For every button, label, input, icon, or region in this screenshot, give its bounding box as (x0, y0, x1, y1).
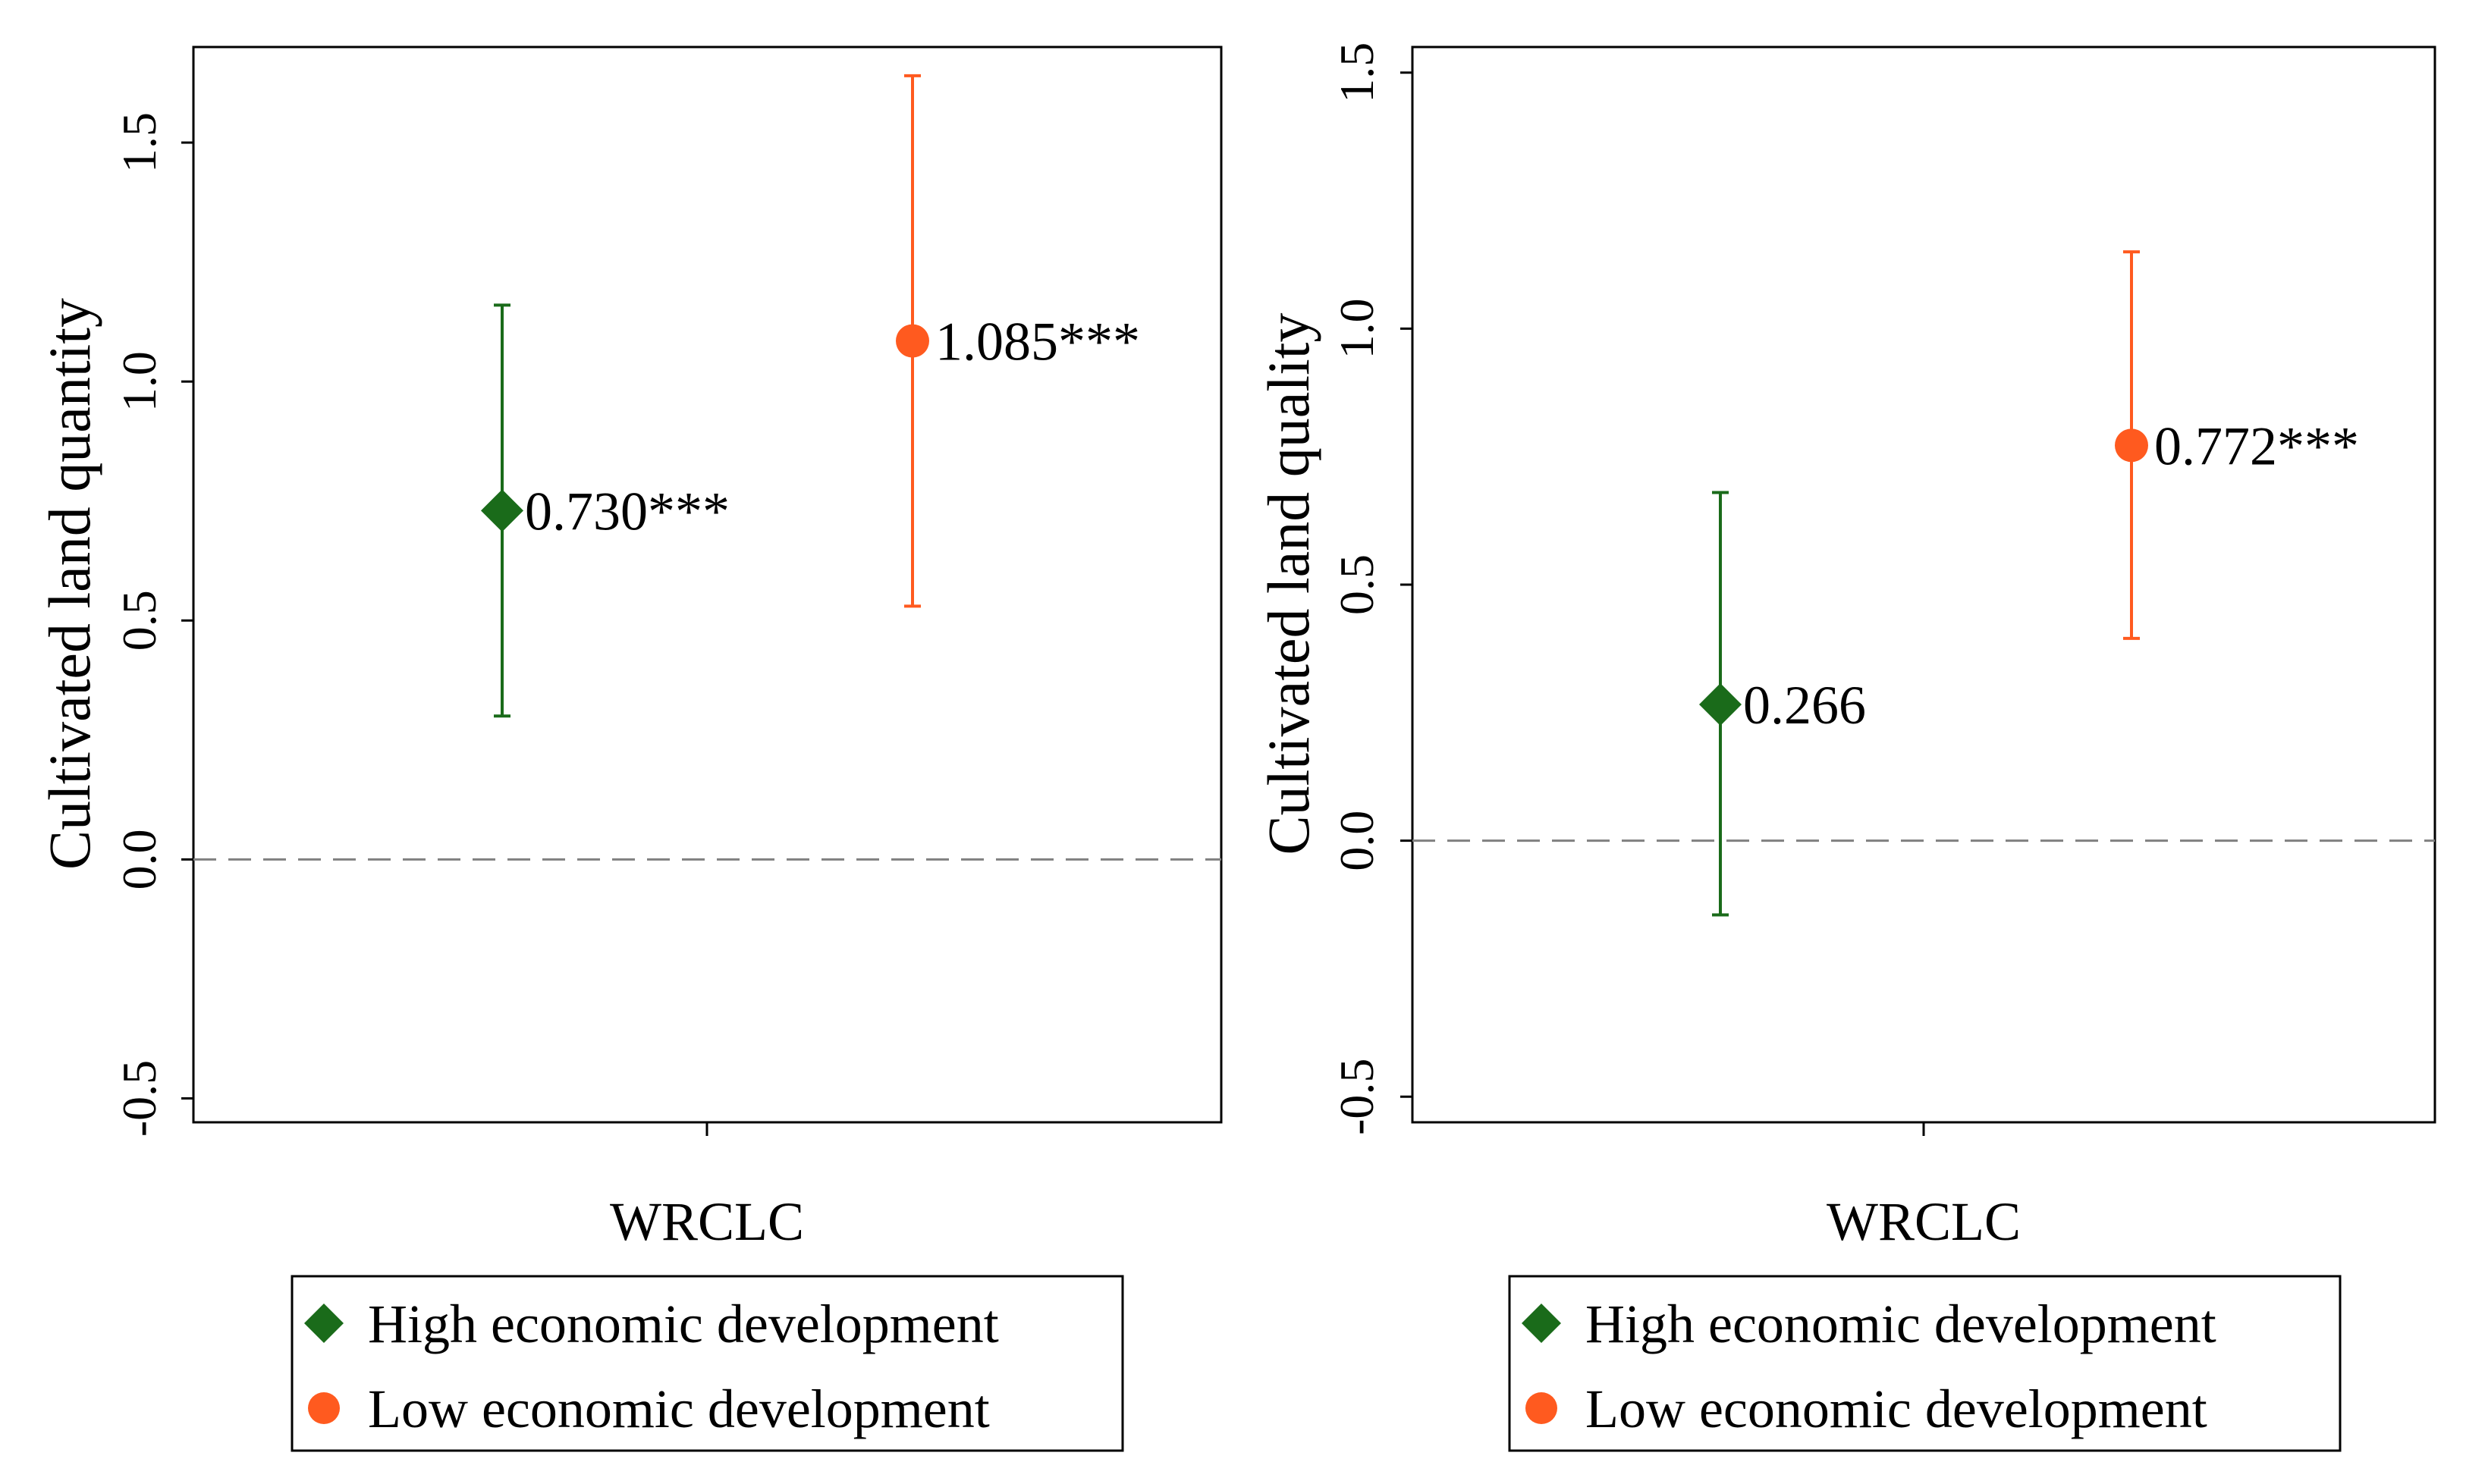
y-tick-label: 1.5 (112, 112, 166, 173)
legend-label: High economic development (368, 1294, 999, 1354)
legend-circle-icon (1525, 1392, 1557, 1424)
point-estimate-diamond (481, 489, 523, 532)
point-estimate-circle (896, 324, 929, 358)
y-tick-label: 0.0 (1330, 811, 1384, 871)
legend-diamond-icon (304, 1304, 344, 1343)
legend-circle-icon (308, 1392, 340, 1424)
data-label: 0.730*** (525, 481, 730, 541)
legend-label: Low economic development (1585, 1379, 2207, 1439)
legend-label: Low economic development (368, 1379, 990, 1439)
data-label: 1.085*** (935, 312, 1140, 372)
series-low-economic-development: 1.085*** (896, 74, 1140, 608)
y-tick-label: -0.5 (112, 1060, 166, 1137)
series-high-economic-development: 0.730*** (481, 303, 730, 718)
y-tick-label: 1.0 (1330, 298, 1384, 359)
data-label: 0.772*** (2154, 416, 2359, 476)
legend-box (291, 1275, 1124, 1452)
data-label: 0.266 (1743, 675, 1866, 736)
panel-1: -0.5 0.0 0.5 1.0 1.5 Cultivated land quantity… (36, 45, 1223, 1452)
legend-box (1508, 1275, 2342, 1452)
panel-2: -0.5 0.0 0.5 1.0 1.5 Cultivated land quality W… (1255, 42, 2436, 1452)
y-tick-label: 0.5 (1330, 554, 1384, 615)
y-tick-label: 1.5 (1330, 42, 1384, 103)
x-axis-label: WRCLC (610, 1191, 804, 1252)
legend-diamond-icon (1522, 1304, 1561, 1343)
y-axis-title: Cultivated land quantity (36, 298, 102, 870)
series-low-economic-development: 0.772*** (2115, 250, 2359, 640)
x-axis-label: WRCLC (1827, 1191, 2021, 1252)
y-tick-label: 1.0 (112, 351, 166, 412)
y-tick-label: 0.0 (112, 829, 166, 889)
legend: High economic development Low economic de… (291, 1275, 1124, 1452)
y-tick-label: -0.5 (1330, 1059, 1384, 1135)
legend: High economic development Low economic de… (1508, 1275, 2342, 1452)
point-estimate-circle (2115, 428, 2148, 463)
legend-label: High economic development (1585, 1294, 2216, 1354)
point-estimate-diamond (1699, 683, 1742, 726)
y-tick-label: 0.5 (112, 590, 166, 651)
series-high-economic-development: 0.266 (1699, 491, 1866, 917)
y-axis-title: Cultivated land quality (1255, 313, 1321, 855)
